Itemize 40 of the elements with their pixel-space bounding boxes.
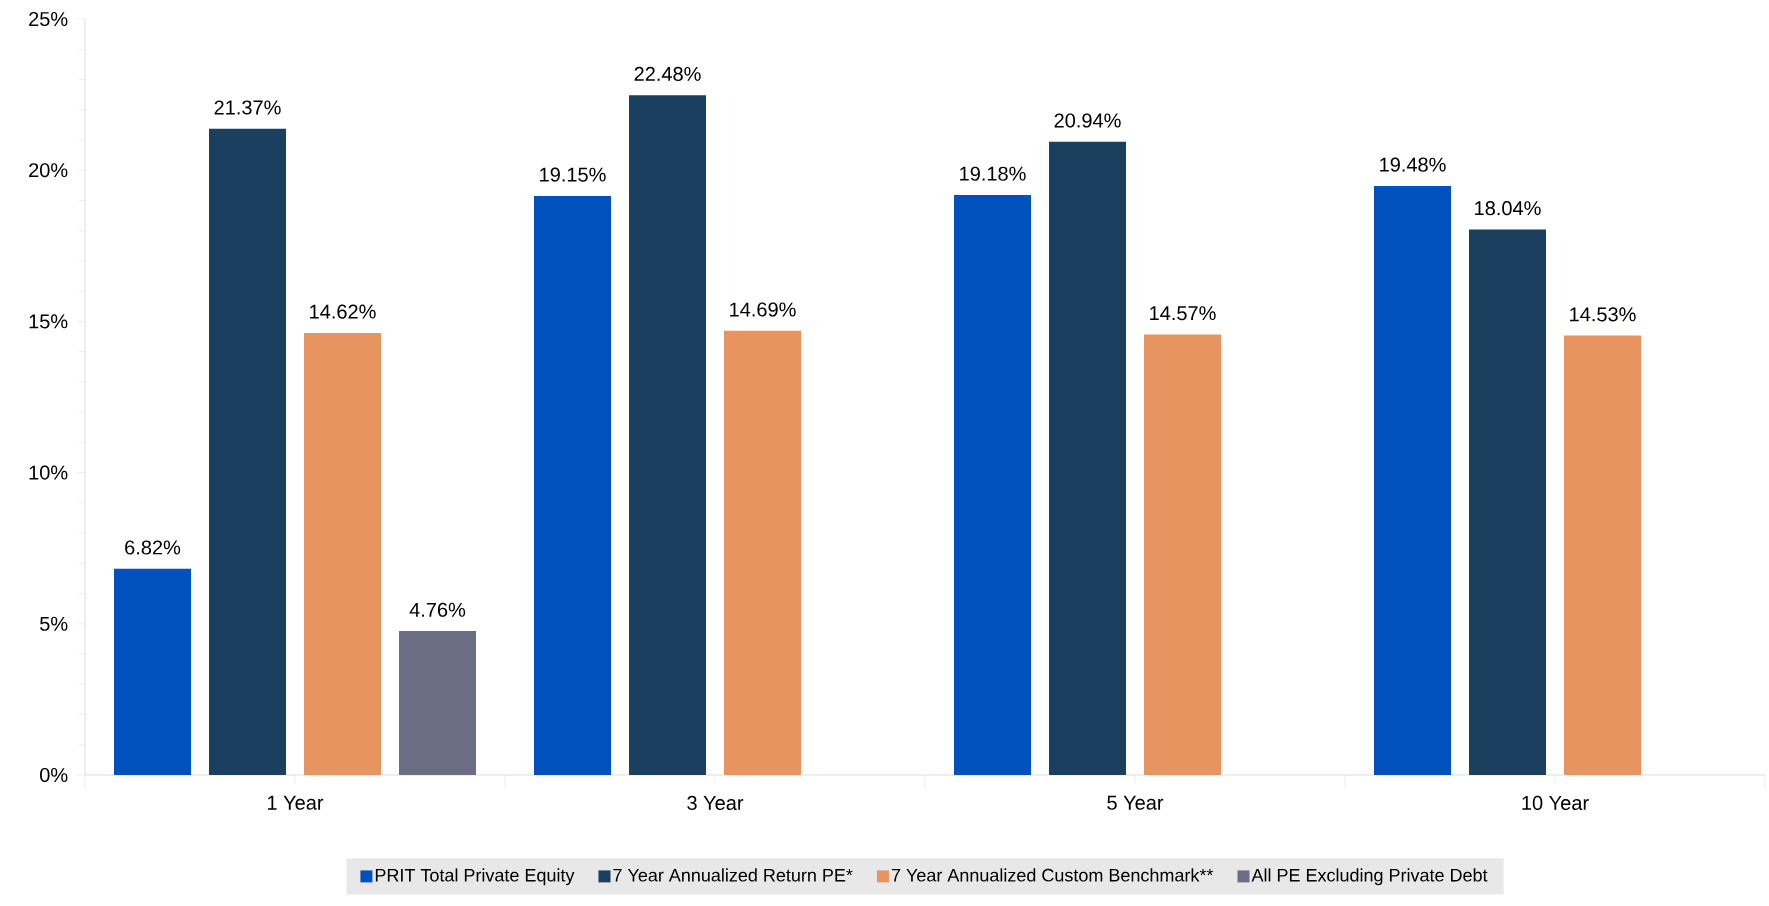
data-label: 19.48% bbox=[1380, 157, 1446, 172]
bar bbox=[114, 568, 191, 775]
legend-label: PRIT Total Private Equity bbox=[375, 868, 575, 886]
y-tick-label: 10% bbox=[29, 465, 68, 480]
x-tick-label: 5 Year bbox=[1107, 795, 1164, 810]
data-label: 22.48% bbox=[634, 66, 701, 81]
x-tick-label: 3 Year bbox=[687, 795, 744, 811]
bar bbox=[209, 128, 287, 775]
data-label: 21.37% bbox=[214, 100, 281, 115]
legend-label: 7 Year Annualized Custom Benchmark** bbox=[891, 868, 1214, 882]
x-tick-label: 1 Year bbox=[267, 795, 324, 810]
legend-label: All PE Excluding Private Debt bbox=[1251, 868, 1488, 886]
bar bbox=[399, 631, 476, 775]
y-tick-label: 15% bbox=[29, 314, 68, 329]
bar bbox=[1049, 141, 1127, 775]
bar bbox=[1374, 185, 1452, 775]
y-tick-label: 25% bbox=[29, 11, 68, 27]
y-tick-label: 5% bbox=[40, 616, 68, 631]
bar bbox=[954, 195, 1032, 775]
y-tick-label: 20% bbox=[29, 163, 68, 178]
data-label: 14.62% bbox=[310, 304, 376, 319]
bar bbox=[534, 195, 611, 775]
bar bbox=[724, 330, 802, 775]
bar bbox=[629, 95, 707, 775]
bar bbox=[1564, 335, 1642, 775]
data-label: 18.04% bbox=[1475, 201, 1541, 216]
data-label: 14.53% bbox=[1570, 307, 1636, 322]
data-label: 19.15% bbox=[540, 167, 606, 182]
data-label: 4.76% bbox=[409, 602, 466, 617]
legend-label: 7 Year Annualized Return PE* bbox=[613, 868, 853, 882]
data-label: 19.18% bbox=[960, 166, 1026, 181]
x-tick-label: 10 Year bbox=[1522, 795, 1589, 811]
data-label: 20.94% bbox=[1054, 113, 1121, 128]
bar bbox=[1144, 334, 1222, 775]
data-label: 14.69% bbox=[730, 302, 796, 317]
y-tick-label: 0% bbox=[40, 767, 68, 783]
data-label: 6.82% bbox=[125, 540, 181, 555]
bar bbox=[1469, 229, 1547, 775]
data-label: 14.57% bbox=[1150, 306, 1216, 321]
bar bbox=[304, 332, 381, 775]
